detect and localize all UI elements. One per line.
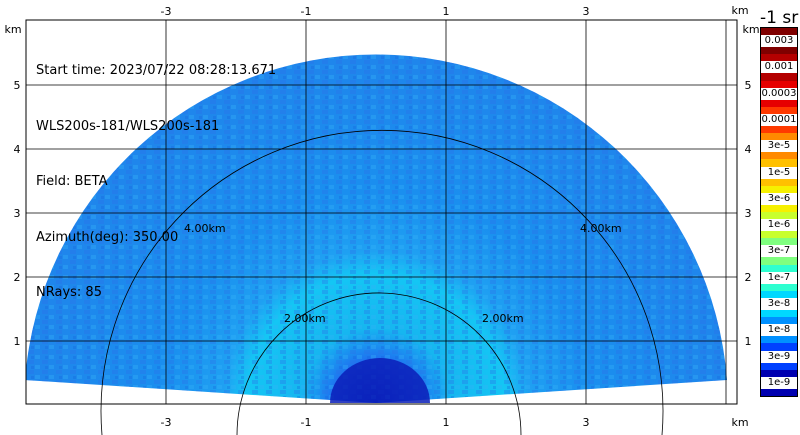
azimuth-text: Azimuth(deg): 350.00	[36, 229, 179, 245]
colorbar-label: 3e-6	[761, 192, 797, 205]
x-tick-bottom-4: 3	[583, 416, 590, 429]
y-tick-right-2: 2	[745, 271, 752, 284]
colorbar-label: 1e-5	[761, 166, 797, 179]
y-unit-right: km	[742, 23, 759, 36]
colorbar-label: 3e-5	[761, 140, 797, 153]
x-tick-bottom-2: -1	[301, 416, 312, 429]
x-tick-top-1: -3	[161, 5, 172, 18]
start-time-text: Start time: 2023/07/22 08:28:13.671	[36, 63, 277, 78]
colorbar-title: -1 sr	[760, 8, 799, 28]
y-tick-right-5: 5	[745, 79, 752, 92]
range-ring-2km	[236, 292, 522, 435]
nrays-text: NRays: 85	[36, 285, 102, 300]
radar-texture	[26, 54, 727, 403]
y-tick-left-4: 4	[14, 143, 21, 156]
range-ring-4km	[100, 130, 664, 435]
y-tick-right-3: 3	[745, 207, 752, 220]
x-tick-bottom-3: 1	[443, 416, 450, 429]
colorbar-label: 0.0003	[761, 87, 797, 100]
ring-label-2km-left: 2.00km	[284, 312, 326, 325]
ring-label-4km-left: 4.00km	[184, 222, 226, 235]
colorbar: 0.003 0.001 0.0003 0.0001 3e-5 1e-5 3e-6 1e-6 3e…	[760, 27, 798, 397]
colorbar-label: 3e-9	[761, 350, 797, 363]
colorbar-label: 3e-8	[761, 298, 797, 310]
colorbar-label: 0.003	[761, 35, 797, 48]
y-tick-left-2: 2	[14, 271, 21, 284]
y-tick-left-3: 3	[14, 207, 21, 220]
colorbar-label: 1e-8	[761, 324, 797, 337]
y-unit-left: km	[4, 23, 21, 36]
x-unit-top: km	[731, 4, 748, 17]
x-tick-top-3: 1	[443, 5, 450, 18]
field-text: Field: BETA	[36, 174, 108, 189]
y-tick-right-1: 1	[745, 335, 752, 348]
colorbar-label: 1e-6	[761, 219, 797, 232]
instrument-text: WLS200s-181/WLS200s-181	[36, 118, 220, 134]
x-unit-bottom: km	[731, 416, 748, 429]
near-range-core	[330, 358, 430, 403]
ring-label-2km-right: 2.00km	[482, 312, 524, 325]
colorbar-label: 0.0001	[761, 114, 797, 126]
x-tick-top-2: -1	[301, 5, 312, 18]
plot-frame	[25, 19, 738, 405]
colorbar-label: 0.001	[761, 61, 797, 74]
y-tick-left-1: 1	[14, 335, 21, 348]
y-tick-left-5: 5	[14, 79, 21, 92]
colorbar-label: 1e-7	[761, 271, 797, 284]
colorbar-label: 3e-7	[761, 245, 797, 258]
x-tick-bottom-1: -3	[161, 416, 172, 429]
range-rings	[100, 130, 664, 435]
x-tick-top-4: 3	[583, 5, 590, 18]
y-tick-right-4: 4	[745, 143, 752, 156]
grid-lines	[26, 20, 737, 404]
scan-info: Start time: 2023/07/22 08:28:13.671 WLS2…	[36, 25, 276, 321]
ring-label-4km-right: 4.00km	[580, 222, 622, 235]
colorbar-label: 1e-9	[761, 376, 797, 389]
